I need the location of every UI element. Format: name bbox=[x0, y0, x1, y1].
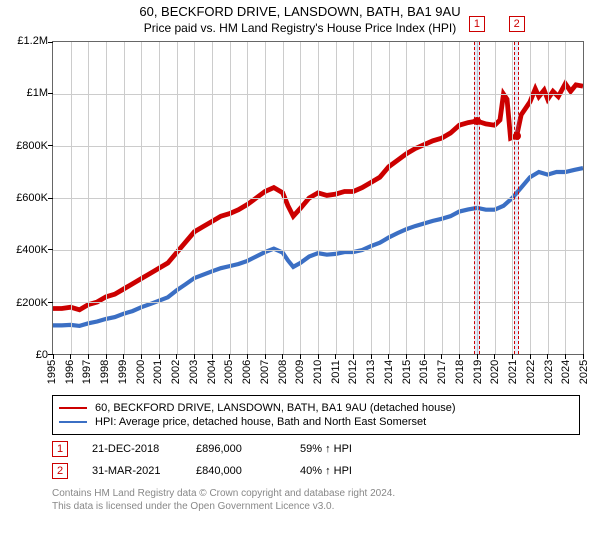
sale-row: 2 31-MAR-2021 £840,000 40% ↑ HPI bbox=[52, 463, 580, 479]
x-axis-label: 2025 bbox=[567, 360, 600, 384]
y-axis-label: £800K bbox=[8, 140, 48, 152]
legend-label-property: 60, BECKFORD DRIVE, LANSDOWN, BATH, BA1 … bbox=[95, 402, 455, 414]
sale-num-box: 1 bbox=[52, 441, 68, 457]
sale-marker-band: 2 bbox=[514, 42, 519, 354]
y-axis-label: £600K bbox=[8, 192, 48, 204]
y-axis-label: £1.2M bbox=[8, 35, 48, 47]
sale-hpi-delta: 59% ↑ HPI bbox=[300, 443, 380, 455]
sale-price: £896,000 bbox=[196, 443, 276, 455]
sale-date: 21-DEC-2018 bbox=[92, 443, 172, 455]
legend: 60, BECKFORD DRIVE, LANSDOWN, BATH, BA1 … bbox=[52, 395, 580, 435]
sale-price: £840,000 bbox=[196, 465, 276, 477]
footer-line-2: This data is licensed under the Open Gov… bbox=[52, 500, 580, 513]
sale-marker-dot bbox=[513, 132, 521, 140]
sale-marker-num: 1 bbox=[469, 16, 485, 32]
plot-area: 12 bbox=[52, 41, 584, 355]
y-axis-label: £1M bbox=[8, 87, 48, 99]
sales-table: 1 21-DEC-2018 £896,000 59% ↑ HPI 2 31-MAR-202… bbox=[52, 441, 580, 479]
legend-swatch-property bbox=[59, 407, 87, 409]
sale-marker-band: 1 bbox=[474, 42, 479, 354]
y-axis-label: £200K bbox=[8, 297, 48, 309]
sale-row: 1 21-DEC-2018 £896,000 59% ↑ HPI bbox=[52, 441, 580, 457]
sale-date: 31-MAR-2021 bbox=[92, 465, 172, 477]
legend-label-hpi: HPI: Average price, detached house, Bath… bbox=[95, 416, 426, 428]
sale-marker-num: 2 bbox=[509, 16, 525, 32]
sale-hpi-delta: 40% ↑ HPI bbox=[300, 465, 380, 477]
footer-attribution: Contains HM Land Registry data © Crown c… bbox=[52, 487, 580, 513]
chart: 12 £0£200K£400K£600K£800K£1M£1.2M1995199… bbox=[8, 41, 588, 389]
sale-marker-dot bbox=[473, 117, 481, 125]
y-axis-label: £400K bbox=[8, 244, 48, 256]
legend-swatch-hpi bbox=[59, 421, 87, 423]
footer-line-1: Contains HM Land Registry data © Crown c… bbox=[52, 487, 580, 500]
sale-num-box: 2 bbox=[52, 463, 68, 479]
